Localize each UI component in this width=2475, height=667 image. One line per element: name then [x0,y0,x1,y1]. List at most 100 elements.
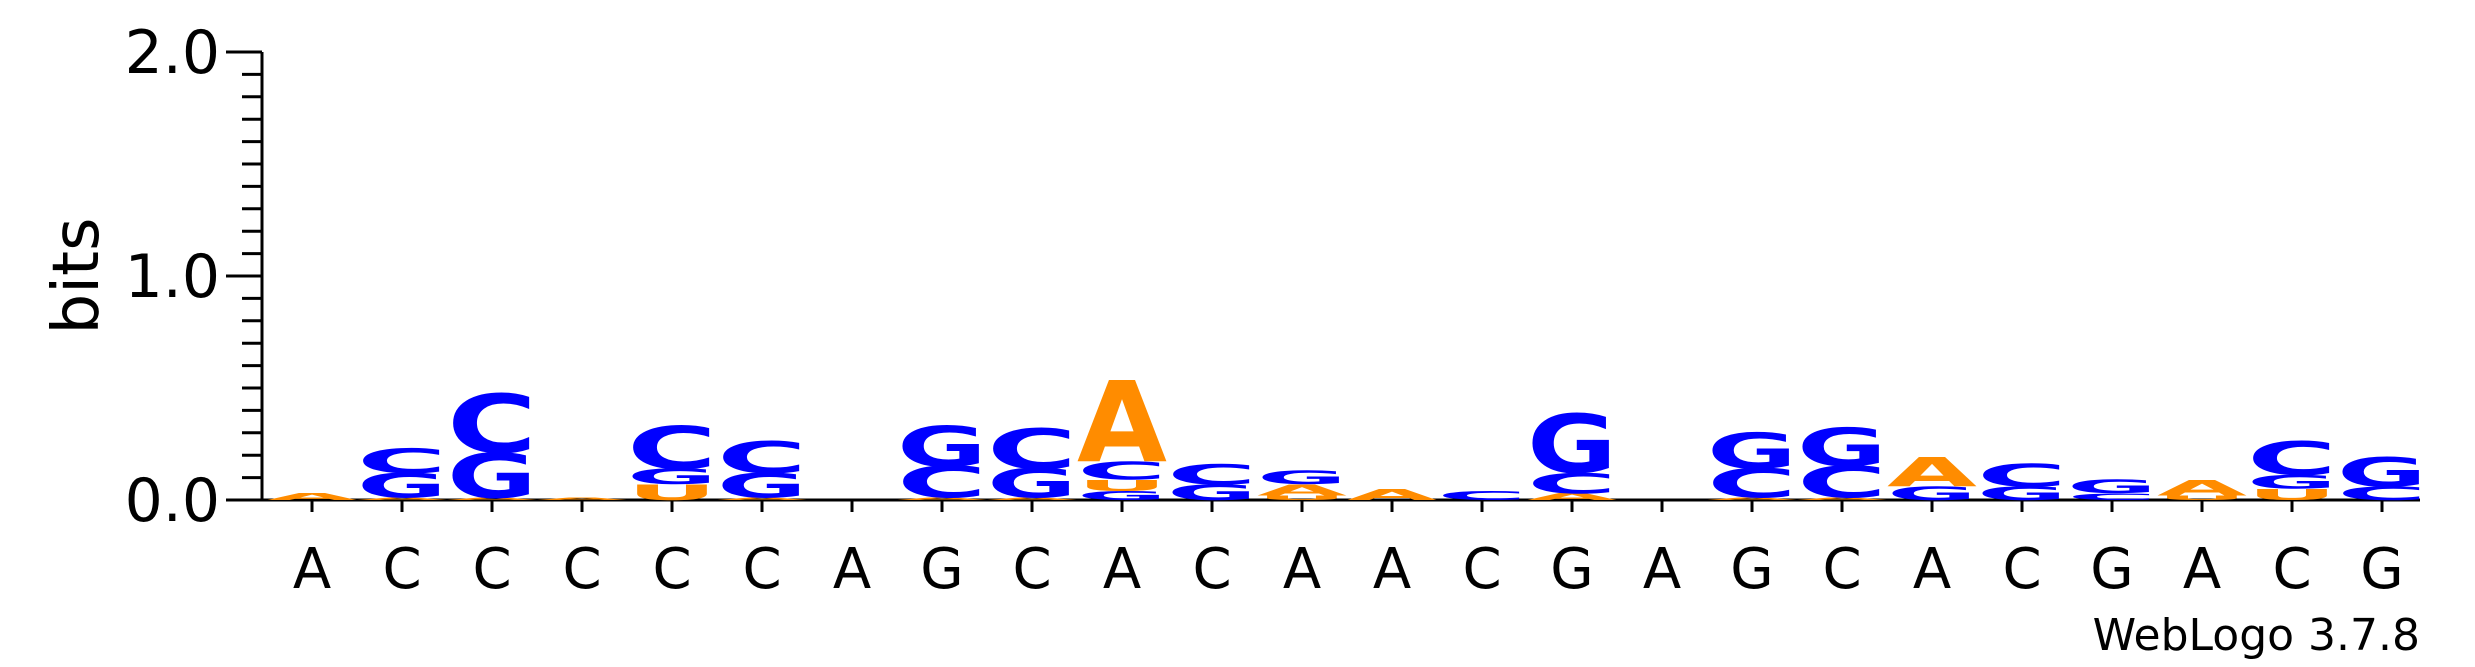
weblogo-credit: WebLogo 3.7.8 [2093,610,2420,661]
logo-letter-G: G [1887,483,1977,505]
logo-letter-A: A [987,497,1077,501]
letter-stack: CG [2067,476,2157,502]
logo-letter-C: C [447,379,537,472]
logo-letter-C: C [1707,460,1797,507]
letter-stack: AGC [717,433,807,506]
letter-stack: UGC [627,414,717,505]
logo-letter-U: U [1077,477,1167,495]
logo-letter-G: G [2247,471,2337,493]
x-tick-label: C [742,537,781,602]
x-tick-label: C [1192,537,1231,602]
logo-letter-A: A [357,497,447,501]
logo-letter-A: A [1347,486,1437,504]
x-tick-label: A [1643,537,1681,602]
x-tick-label: C [2002,537,2041,602]
logo-letter-C: C [987,418,1077,482]
logo-letter-C: C [1977,458,2067,494]
letter-stack: A [537,497,627,501]
logo-letter-C: C [357,442,447,482]
logo-letter-C: C [717,433,807,483]
logo-letter-C: C [2337,483,2427,505]
logo-letter-C: C [627,414,717,482]
letter-stack: AGC [447,379,537,512]
y-tick-label: 0.0 [125,466,220,536]
logo-letter-U: U [1257,494,1347,501]
x-tick-label: A [2183,537,2221,602]
x-tick-label: G [2090,537,2133,602]
logo-letter-C: C [2067,491,2157,502]
logo-letter-C: C [1077,457,1167,486]
logo-letter-G: G [627,464,717,489]
letter-stack: GA [1887,449,1977,504]
x-tick-label: G [1550,537,1593,602]
logo-letter-U: U [627,480,717,505]
logo-letter-A: A [1707,497,1797,501]
logo-letter-G: G [447,440,537,512]
logo-letter-A: A [447,497,537,501]
logo-letter-C: C [897,458,987,508]
logo-letter-G: G [1977,483,2067,505]
letter-stack: A [1347,486,1437,504]
logo-letter-G: G [1707,423,1797,481]
logo-letter-G: G [717,467,807,506]
x-tick-label: A [1103,537,1141,602]
logo-letter-C: C [1797,458,1887,508]
x-tick-label: A [1283,537,1321,602]
logo-letter-G: G [1797,418,1887,479]
logo-letter-C: C [1167,458,1257,491]
letter-stack: AGC [987,418,1077,508]
x-tick-label: C [2272,537,2311,602]
letter-stack: C [1437,488,1527,502]
letter-stack: GC [1977,458,2067,504]
logo-letter-C: C [1527,467,1617,500]
x-tick-label: A [1373,537,1411,602]
letter-stack: ACG [1527,398,1617,502]
x-tick-label: C [1012,537,1051,602]
logo-letter-G: G [1077,489,1167,503]
logo-letter-A: A [267,491,357,502]
y-tick-label: 1.0 [125,242,220,312]
y-axis: 0.0 1.0 2.0 bits [40,18,264,536]
logo-letter-A: A [1887,449,1977,496]
x-tick-label: A [1913,537,1951,602]
letter-stack: AGC [357,442,447,506]
x-tick-label: C [382,537,421,602]
x-tick-label: C [1822,537,1861,602]
y-axis-label: bits [40,218,114,335]
x-tick-label: G [2360,537,2403,602]
logo-letter-C: C [2247,432,2337,486]
logo-letter-G: G [1167,480,1257,505]
logo-letter-A: A [2157,475,2247,500]
logo-letter-G: G [2337,449,2427,496]
x-tick-label: C [652,537,691,602]
x-tick-label: C [1462,537,1501,602]
logo-letter-G: G [987,461,1077,508]
logo-letter-A: A [717,497,807,501]
logo-letter-G: G [2067,476,2157,498]
logo-letter-G: G [1527,398,1617,492]
x-tick-label: A [293,537,331,602]
x-tick-label: G [920,537,963,602]
letter-stack: CG [2337,449,2427,504]
logo-letter-G: G [1257,467,1347,489]
logo-letter-A: A [897,497,987,501]
logo-letter-A: A [537,497,627,501]
x-tick-label: A [833,537,871,602]
letter-stack: ACG [897,415,987,508]
letter-stack: ACG [1707,423,1797,507]
letter-stack: ACG [1797,418,1887,508]
y-tick-label: 2.0 [125,18,220,88]
letter-stack: GC [1167,458,1257,505]
logo-letter-G: G [357,467,447,506]
logo-letter-U: U [2157,494,2247,501]
letter-stack: UGC [2247,432,2337,504]
x-tick-label: C [562,537,601,602]
logo-letter-A: A [1527,491,1617,502]
letter-stack: A [267,491,357,502]
y-ticks: 0.0 1.0 2.0 [125,18,262,536]
